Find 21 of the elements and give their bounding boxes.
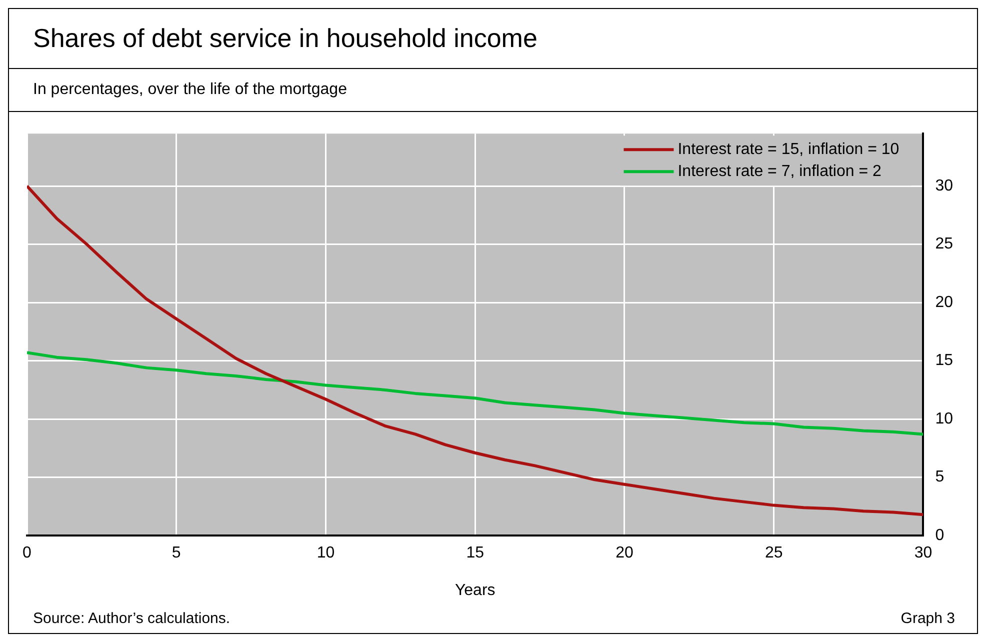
- y-tick-label: 25: [935, 236, 954, 253]
- x-tick-label: 0: [22, 544, 32, 562]
- caption: Graph 3: [900, 610, 955, 627]
- y-tick-label: 30: [935, 177, 954, 194]
- source-note: Source: Author’s calculations.: [33, 610, 230, 627]
- x-tick-label: 15: [466, 544, 484, 562]
- legend-label: Interest rate = 7, inflation = 2: [678, 163, 882, 180]
- x-tick-label: 25: [764, 544, 783, 562]
- x-tick-label: 10: [316, 544, 335, 562]
- y-tick-label: 20: [935, 294, 954, 311]
- chart-subtitle: In percentages, over the life of the mortgage: [32, 80, 348, 99]
- x-tick-label: 20: [616, 544, 634, 562]
- legend-label: Interest rate = 15, inflation = 10: [678, 141, 900, 158]
- y-tick-label: 5: [935, 468, 944, 486]
- y-tick-label: 15: [935, 352, 954, 370]
- y-tick-label: 10: [935, 410, 954, 428]
- x-tick-label: 30: [914, 544, 932, 562]
- y-tick-label: 0: [935, 527, 944, 544]
- x-tick-label: 5: [172, 544, 181, 562]
- chart-title: Shares of debt service in household income: [32, 22, 538, 54]
- x-axis-title: Years: [454, 582, 496, 599]
